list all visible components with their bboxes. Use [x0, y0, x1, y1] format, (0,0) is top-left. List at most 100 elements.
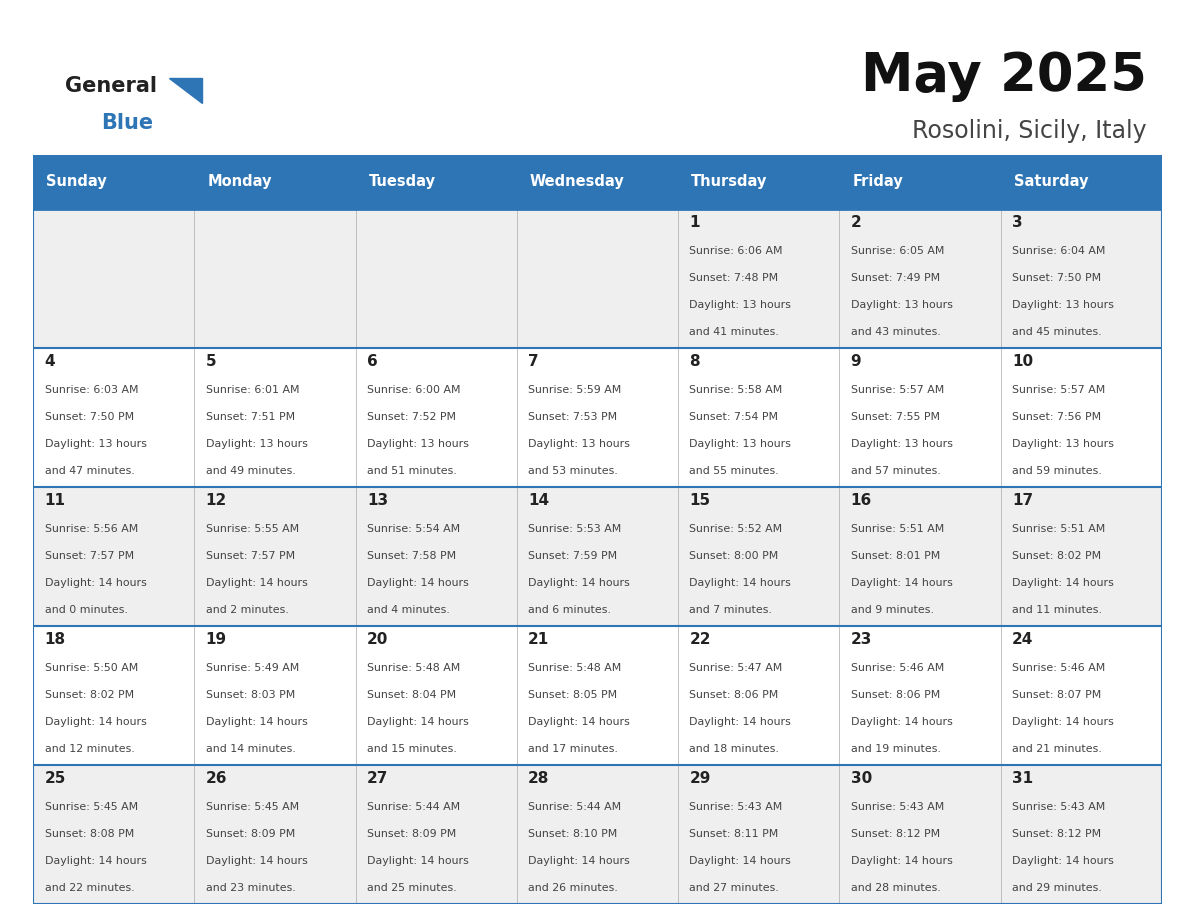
- Text: Daylight: 14 hours: Daylight: 14 hours: [367, 856, 469, 866]
- Text: Sunrise: 6:04 AM: Sunrise: 6:04 AM: [1012, 245, 1105, 255]
- Text: and 11 minutes.: and 11 minutes.: [1012, 605, 1101, 615]
- Text: Sunrise: 5:45 AM: Sunrise: 5:45 AM: [206, 801, 299, 812]
- Text: Sunrise: 5:43 AM: Sunrise: 5:43 AM: [851, 801, 944, 812]
- Text: Sunrise: 5:46 AM: Sunrise: 5:46 AM: [1012, 663, 1105, 673]
- Bar: [33, 487, 195, 626]
- Text: Daylight: 14 hours: Daylight: 14 hours: [45, 856, 146, 866]
- Text: and 18 minutes.: and 18 minutes.: [689, 744, 779, 754]
- Bar: [355, 626, 517, 766]
- Text: Sunset: 7:57 PM: Sunset: 7:57 PM: [45, 551, 134, 561]
- Text: Sunset: 7:52 PM: Sunset: 7:52 PM: [367, 411, 456, 421]
- Text: and 15 minutes.: and 15 minutes.: [367, 744, 456, 754]
- Text: Daylight: 14 hours: Daylight: 14 hours: [206, 717, 308, 727]
- Text: Sunset: 7:53 PM: Sunset: 7:53 PM: [529, 411, 618, 421]
- Text: 10: 10: [1012, 354, 1034, 369]
- Text: Sunrise: 5:48 AM: Sunrise: 5:48 AM: [529, 663, 621, 673]
- Text: Daylight: 13 hours: Daylight: 13 hours: [45, 439, 146, 449]
- Text: Sunset: 7:49 PM: Sunset: 7:49 PM: [851, 273, 940, 283]
- Text: and 17 minutes.: and 17 minutes.: [529, 744, 618, 754]
- Text: Sunset: 8:12 PM: Sunset: 8:12 PM: [1012, 829, 1101, 839]
- Text: and 53 minutes.: and 53 minutes.: [529, 466, 618, 476]
- Text: 16: 16: [851, 493, 872, 508]
- Bar: [1000, 348, 1162, 487]
- Text: Sunrise: 5:43 AM: Sunrise: 5:43 AM: [1012, 801, 1105, 812]
- Text: 21: 21: [529, 633, 550, 647]
- Text: and 22 minutes.: and 22 minutes.: [45, 883, 134, 893]
- Text: Sunrise: 5:57 AM: Sunrise: 5:57 AM: [851, 385, 944, 395]
- Text: 8: 8: [689, 354, 700, 369]
- Text: 4: 4: [45, 354, 55, 369]
- Bar: [195, 209, 355, 348]
- Text: Daylight: 14 hours: Daylight: 14 hours: [851, 856, 953, 866]
- Text: Sunset: 8:12 PM: Sunset: 8:12 PM: [851, 829, 940, 839]
- Bar: [1000, 155, 1162, 209]
- Bar: [33, 155, 195, 209]
- Bar: [33, 209, 195, 348]
- Text: and 0 minutes.: and 0 minutes.: [45, 605, 127, 615]
- Text: Sunrise: 5:44 AM: Sunrise: 5:44 AM: [367, 801, 460, 812]
- Bar: [840, 766, 1000, 904]
- Text: Thursday: Thursday: [691, 174, 767, 189]
- Text: Daylight: 13 hours: Daylight: 13 hours: [851, 439, 953, 449]
- Bar: [195, 487, 355, 626]
- Text: and 9 minutes.: and 9 minutes.: [851, 605, 934, 615]
- Bar: [355, 348, 517, 487]
- Text: Sunset: 8:07 PM: Sunset: 8:07 PM: [1012, 689, 1101, 700]
- Text: 18: 18: [45, 633, 65, 647]
- Text: and 45 minutes.: and 45 minutes.: [1012, 327, 1101, 337]
- Bar: [678, 626, 840, 766]
- Text: Sunset: 7:55 PM: Sunset: 7:55 PM: [851, 411, 940, 421]
- Bar: [33, 348, 195, 487]
- Text: Daylight: 13 hours: Daylight: 13 hours: [529, 439, 631, 449]
- Text: 22: 22: [689, 633, 710, 647]
- Text: Sunrise: 5:49 AM: Sunrise: 5:49 AM: [206, 663, 299, 673]
- Text: Daylight: 14 hours: Daylight: 14 hours: [206, 856, 308, 866]
- Bar: [33, 766, 195, 904]
- Text: Daylight: 14 hours: Daylight: 14 hours: [529, 856, 630, 866]
- Bar: [195, 626, 355, 766]
- Text: 25: 25: [45, 771, 65, 786]
- Text: 3: 3: [1012, 215, 1023, 230]
- Text: Sunset: 7:54 PM: Sunset: 7:54 PM: [689, 411, 778, 421]
- Bar: [355, 766, 517, 904]
- Bar: [517, 766, 678, 904]
- Text: Sunset: 8:08 PM: Sunset: 8:08 PM: [45, 829, 134, 839]
- Text: Sunrise: 5:53 AM: Sunrise: 5:53 AM: [529, 523, 621, 533]
- Text: Sunrise: 5:57 AM: Sunrise: 5:57 AM: [1012, 385, 1105, 395]
- Text: 13: 13: [367, 493, 388, 508]
- Text: Sunrise: 5:52 AM: Sunrise: 5:52 AM: [689, 523, 783, 533]
- Text: Daylight: 14 hours: Daylight: 14 hours: [206, 577, 308, 588]
- Bar: [355, 487, 517, 626]
- Text: Sunset: 8:06 PM: Sunset: 8:06 PM: [851, 689, 940, 700]
- Text: 27: 27: [367, 771, 388, 786]
- Bar: [840, 348, 1000, 487]
- Text: Daylight: 14 hours: Daylight: 14 hours: [689, 717, 791, 727]
- Bar: [840, 209, 1000, 348]
- Text: 30: 30: [851, 771, 872, 786]
- Text: Sunset: 8:09 PM: Sunset: 8:09 PM: [367, 829, 456, 839]
- Text: 6: 6: [367, 354, 378, 369]
- Text: Daylight: 14 hours: Daylight: 14 hours: [367, 577, 469, 588]
- Text: Sunrise: 5:45 AM: Sunrise: 5:45 AM: [45, 801, 138, 812]
- Text: Daylight: 14 hours: Daylight: 14 hours: [1012, 717, 1114, 727]
- Text: 5: 5: [206, 354, 216, 369]
- Bar: [840, 155, 1000, 209]
- Text: Daylight: 14 hours: Daylight: 14 hours: [45, 717, 146, 727]
- Text: 1: 1: [689, 215, 700, 230]
- Bar: [517, 626, 678, 766]
- Text: and 23 minutes.: and 23 minutes.: [206, 883, 296, 893]
- Text: Sunrise: 5:54 AM: Sunrise: 5:54 AM: [367, 523, 460, 533]
- Text: General: General: [65, 76, 157, 96]
- Text: Sunset: 7:58 PM: Sunset: 7:58 PM: [367, 551, 456, 561]
- Text: and 41 minutes.: and 41 minutes.: [689, 327, 779, 337]
- Text: 26: 26: [206, 771, 227, 786]
- Text: Daylight: 13 hours: Daylight: 13 hours: [1012, 439, 1114, 449]
- Text: Sunrise: 5:48 AM: Sunrise: 5:48 AM: [367, 663, 460, 673]
- Text: Sunrise: 5:50 AM: Sunrise: 5:50 AM: [45, 663, 138, 673]
- Text: Sunday: Sunday: [46, 174, 107, 189]
- Text: 2: 2: [851, 215, 861, 230]
- Text: 17: 17: [1012, 493, 1034, 508]
- Text: Sunrise: 5:44 AM: Sunrise: 5:44 AM: [529, 801, 621, 812]
- Text: Daylight: 14 hours: Daylight: 14 hours: [1012, 577, 1114, 588]
- Text: Sunrise: 5:43 AM: Sunrise: 5:43 AM: [689, 801, 783, 812]
